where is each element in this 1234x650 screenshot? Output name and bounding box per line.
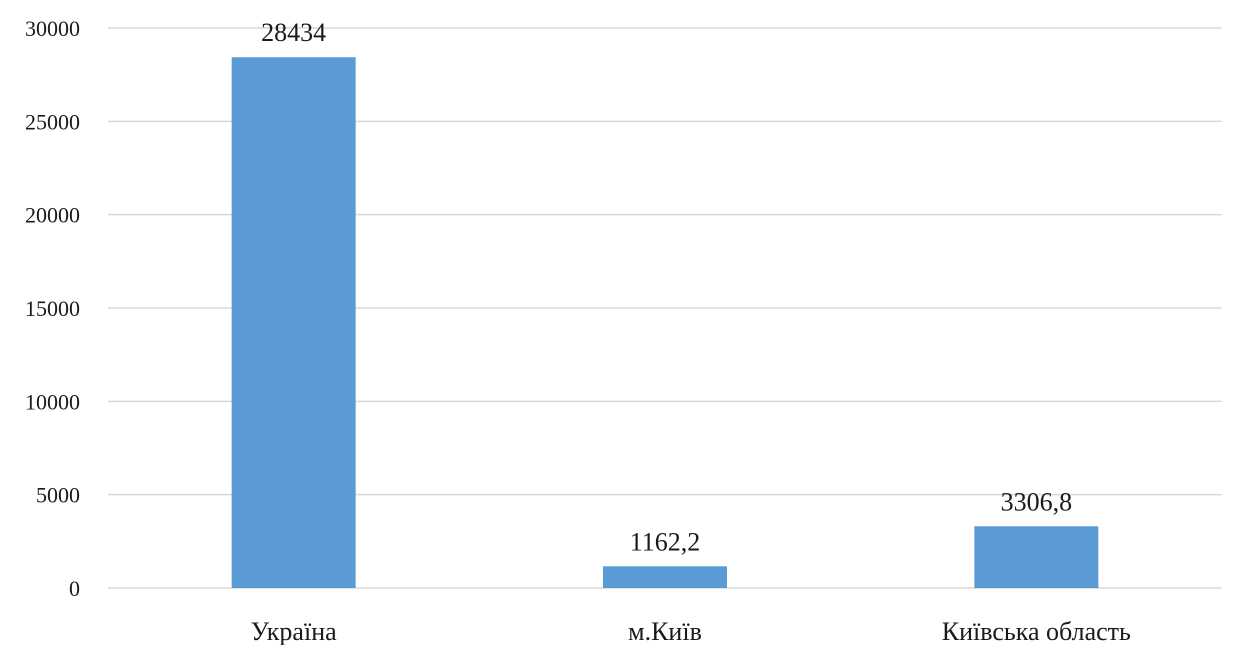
y-tick-label: 20000 [25, 203, 80, 228]
y-tick-label: 0 [69, 576, 80, 601]
bar-1 [231, 57, 356, 589]
y-axis-ticks: 0 5000 10000 15000 20000 25000 30000 [25, 16, 80, 601]
x-axis-categories: Україна м.Київ Київська область [251, 617, 1131, 646]
data-label-2: 1162,2 [630, 527, 701, 556]
bar-2 [603, 566, 727, 588]
data-label-1: 28434 [261, 18, 326, 47]
data-labels: 28434 1162,2 3306,8 [261, 18, 1072, 556]
y-tick-label: 10000 [25, 389, 80, 414]
y-tick-label: 5000 [36, 483, 80, 508]
category-label-3: Київська область [942, 617, 1131, 645]
y-tick-label: 15000 [25, 296, 80, 321]
category-label-2: м.Київ [628, 617, 702, 645]
data-label-3: 3306,8 [1001, 487, 1073, 516]
bars [231, 57, 1099, 589]
bar-3 [974, 526, 1099, 588]
category-label-1: Україна [251, 617, 337, 645]
y-tick-label: 25000 [25, 109, 80, 134]
y-tick-label: 30000 [25, 16, 80, 41]
